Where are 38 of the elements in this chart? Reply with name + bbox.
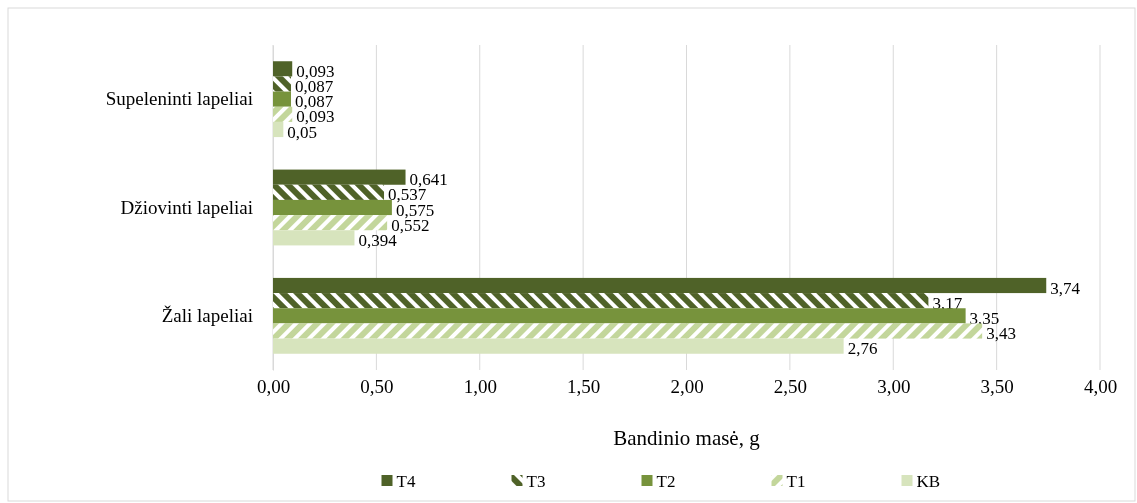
data-label: 0,093 (296, 61, 335, 81)
bar (273, 121, 284, 138)
x-tick-label: 1,50 (567, 376, 601, 398)
bar (273, 338, 844, 354)
bar (273, 277, 1047, 294)
x-tick-label: 1,00 (463, 376, 497, 398)
bar (273, 91, 291, 107)
x-tick-label: 0,00 (256, 376, 291, 398)
x-tick-label: 2,50 (773, 376, 807, 398)
bar (273, 184, 385, 200)
legend-label: T1 (786, 472, 806, 491)
bar (273, 106, 293, 122)
legend-label: T2 (656, 472, 676, 491)
data-label: 0,394 (358, 230, 398, 250)
bar (273, 76, 291, 92)
data-label: 0,641 (409, 170, 448, 190)
bar (273, 230, 355, 246)
data-label: 3,17 (932, 293, 963, 313)
y-tick-label: Supeleninti lapeliai (105, 88, 253, 110)
y-tick-label: Džiovinti lapeliai (120, 196, 253, 218)
x-axis-title: Bandinio masė, g (613, 426, 761, 450)
data-label: 2,76 (847, 339, 878, 359)
x-tick-label: 3,00 (877, 376, 911, 398)
bar (273, 323, 983, 339)
bar (273, 308, 966, 324)
bar (273, 293, 929, 309)
x-tick-label: 4,00 (1083, 376, 1118, 398)
y-tick-label: Žali lapeliai (161, 304, 253, 326)
bar (273, 169, 406, 185)
x-tick-label: 2,00 (670, 376, 704, 398)
legend-label: KB (916, 472, 941, 491)
x-tick-label: 0,50 (360, 376, 394, 398)
bar (273, 61, 293, 77)
legend-label: T3 (526, 472, 546, 491)
x-tick-label: 3,50 (980, 376, 1014, 398)
data-label: 3,74 (1050, 278, 1081, 298)
bar (273, 215, 388, 231)
legend-label: T4 (396, 472, 416, 491)
